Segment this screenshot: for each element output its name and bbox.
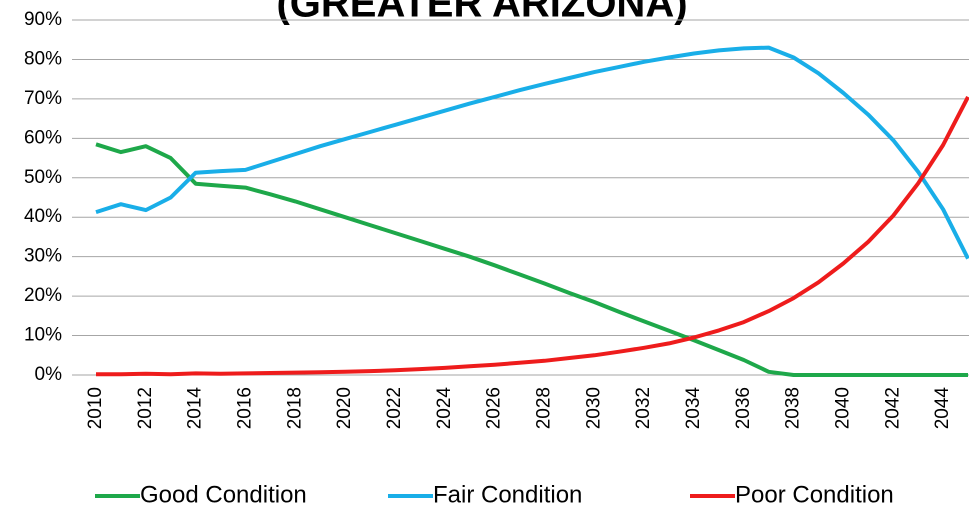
y-tick-label: 30%	[24, 246, 62, 267]
x-tick-label: 2034	[683, 387, 704, 430]
x-tick-label: 2018	[284, 387, 305, 429]
series-line	[95, 142, 968, 377]
x-tick-label: 2022	[384, 387, 405, 429]
legend-label: Poor Condition	[735, 481, 894, 508]
y-tick-label: 40%	[24, 206, 62, 227]
y-tick-label: 90%	[24, 9, 62, 30]
legend-label: Good Condition	[140, 481, 307, 508]
x-tick-label: 2030	[583, 387, 604, 429]
series-line	[95, 45, 969, 260]
x-tick-label: 2026	[484, 387, 505, 429]
y-tick-label: 70%	[24, 88, 62, 109]
x-tick-label: 2020	[334, 387, 355, 429]
x-tick-label: 2010	[85, 387, 106, 429]
x-tick-label: 2038	[783, 387, 804, 429]
y-tick-label: 0%	[35, 364, 63, 385]
x-tick-label: 2040	[832, 387, 853, 429]
x-tick-label: 2014	[185, 387, 206, 430]
y-tick-label: 20%	[24, 285, 62, 306]
x-tick-label: 2036	[733, 387, 754, 429]
x-tick-label: 2012	[135, 387, 156, 429]
y-tick-label: 80%	[24, 48, 62, 69]
x-tick-label: 2016	[235, 387, 256, 429]
x-tick-label: 2024	[434, 387, 455, 430]
x-tick-label: 2044	[932, 387, 953, 430]
series-line	[96, 95, 969, 377]
legend-label: Fair Condition	[433, 481, 582, 508]
chart-title: (GREATER ARIZONA)	[276, 0, 687, 26]
x-tick-label: 2032	[633, 387, 654, 429]
x-tick-label: 2028	[533, 387, 554, 429]
y-tick-label: 10%	[24, 325, 62, 346]
y-tick-label: 50%	[24, 167, 62, 188]
y-tick-label: 60%	[24, 127, 62, 148]
x-tick-label: 2042	[882, 387, 903, 429]
